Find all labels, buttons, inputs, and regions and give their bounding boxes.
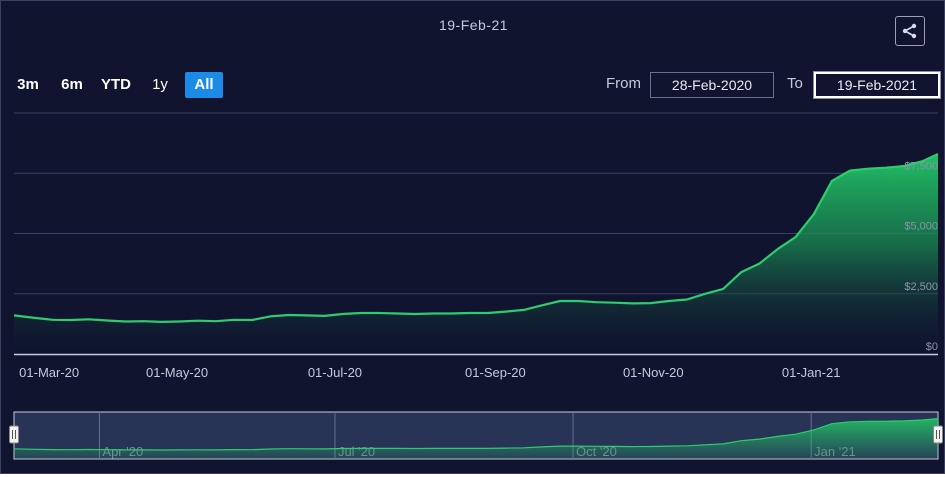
x-tick-label: 01-Mar-20 xyxy=(19,365,79,380)
navigator-series-line xyxy=(13,418,939,451)
x-tick-label: 01-May-20 xyxy=(146,365,208,380)
x-tick-label: 01-Sep-20 xyxy=(465,365,526,380)
range-button-6m[interactable]: 6m xyxy=(61,76,83,93)
x-tick-label: 01-Jul-20 xyxy=(308,365,362,380)
y-tick-label: $7,500 xyxy=(904,160,938,172)
from-date-input[interactable]: 28-Feb-2020 xyxy=(650,72,774,98)
share-icon xyxy=(902,23,917,39)
y-tick-label: $0 xyxy=(926,341,938,353)
range-button-3m[interactable]: 3m xyxy=(17,76,39,93)
navigator-series-area xyxy=(14,418,938,459)
x-tick-label: 01-Jan-21 xyxy=(782,365,841,380)
y-tick-label: $2,500 xyxy=(904,281,938,293)
series-line xyxy=(13,153,939,323)
y-tick-label: $5,000 xyxy=(904,221,938,233)
range-button-ytd[interactable]: YTD xyxy=(101,76,131,93)
series-area xyxy=(14,154,938,354)
x-tick-label: 01-Nov-20 xyxy=(623,365,684,380)
navigator-handle-left[interactable] xyxy=(9,425,19,444)
to-date-input[interactable]: 19-Feb-2021 xyxy=(814,72,940,98)
range-button-all[interactable]: All xyxy=(185,72,223,98)
chart-header-date: 19-Feb-21 xyxy=(438,17,509,33)
share-button[interactable] xyxy=(895,16,925,46)
range-button-1y[interactable]: 1y xyxy=(152,76,168,93)
to-label: To xyxy=(787,75,803,92)
from-label: From xyxy=(606,75,641,92)
navigator-handle-right[interactable] xyxy=(933,425,943,444)
